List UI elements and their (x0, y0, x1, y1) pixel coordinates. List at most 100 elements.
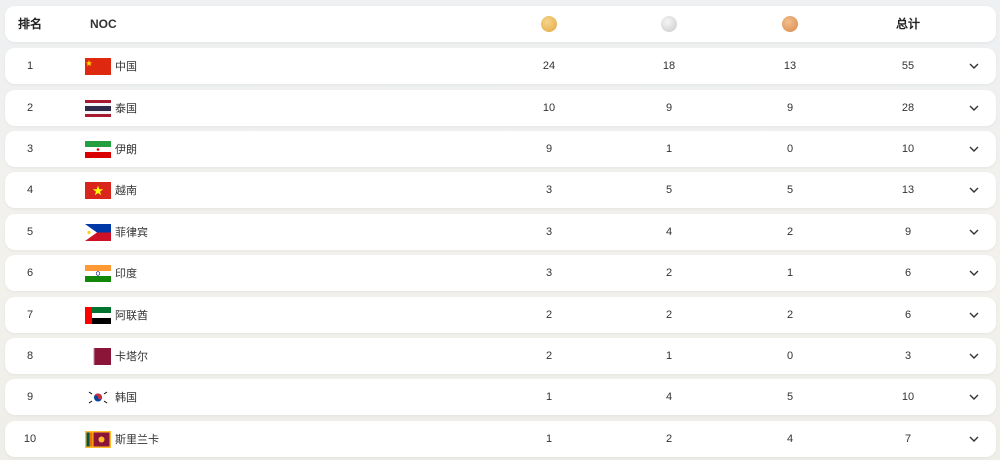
noc: 印度 (85, 255, 137, 291)
rank: 6 (26, 267, 34, 279)
total-count: 6 (904, 309, 912, 321)
bronze-count: 0 (786, 143, 794, 155)
gold-medal-icon (541, 16, 557, 32)
noc: 阿联酋 (85, 297, 148, 333)
total-count: 7 (904, 433, 912, 445)
gold-count: 3 (545, 184, 553, 196)
flag-korea-icon (85, 388, 111, 406)
silver-count: 2 (665, 309, 673, 321)
table-row[interactable]: 10 斯里兰卡 1 2 4 7 (5, 421, 996, 457)
bronze-count: 0 (786, 350, 794, 362)
silver-count: 9 (665, 102, 673, 114)
total-count: 6 (904, 267, 912, 279)
flag-philippines-icon (85, 223, 111, 241)
rank: 4 (26, 184, 34, 196)
chevron-down-icon[interactable] (967, 266, 981, 280)
gold-count: 3 (545, 267, 553, 279)
rank: 2 (26, 102, 34, 114)
bronze-count: 2 (786, 226, 794, 238)
flag-vietnam-icon (85, 181, 111, 199)
table-row[interactable]: 7 阿联酋 2 2 2 6 (5, 297, 996, 333)
chevron-down-icon[interactable] (967, 183, 981, 197)
rank: 9 (26, 391, 34, 403)
gold-count: 3 (545, 226, 553, 238)
rank: 5 (26, 226, 34, 238)
silver-count: 4 (665, 391, 673, 403)
chevron-down-icon[interactable] (967, 142, 981, 156)
bronze-count: 2 (786, 309, 794, 321)
header-noc: NOC (90, 17, 117, 31)
country-name: 韩国 (115, 392, 137, 404)
gold-count: 10 (542, 102, 556, 114)
silver-medal-icon (661, 16, 677, 32)
total-count: 3 (904, 350, 912, 362)
chevron-down-icon[interactable] (967, 349, 981, 363)
country-name: 越南 (115, 185, 137, 197)
country-name: 卡塔尔 (115, 351, 148, 363)
country-name: 伊朗 (115, 144, 137, 156)
gold-count: 1 (545, 433, 553, 445)
silver-count: 5 (665, 184, 673, 196)
bronze-count: 5 (786, 391, 794, 403)
chevron-down-icon[interactable] (967, 101, 981, 115)
table-row[interactable]: 5 菲律宾 3 4 2 9 (5, 214, 996, 250)
country-name: 菲律宾 (115, 227, 148, 239)
table-header: 排名 NOC 总计 (5, 6, 996, 42)
table-row[interactable]: 1 中国 24 18 13 55 (5, 48, 996, 84)
noc: 泰国 (85, 90, 137, 126)
table-row[interactable]: 9 韩国 1 4 5 10 (5, 379, 996, 415)
flag-iran-icon (85, 140, 111, 158)
gold-count: 2 (545, 309, 553, 321)
noc: 越南 (85, 172, 137, 208)
silver-count: 2 (665, 433, 673, 445)
header-total: 总计 (895, 17, 921, 31)
flag-qatar-icon (85, 347, 111, 365)
chevron-down-icon[interactable] (967, 225, 981, 239)
flag-uae-icon (85, 306, 111, 324)
total-count: 28 (901, 102, 915, 114)
noc: 伊朗 (85, 131, 137, 167)
rank: 3 (26, 143, 34, 155)
total-count: 9 (904, 226, 912, 238)
header-rank: 排名 (17, 17, 43, 31)
flag-india-icon (85, 264, 111, 282)
chevron-down-icon[interactable] (967, 432, 981, 446)
country-name: 中国 (115, 61, 137, 73)
country-name: 斯里兰卡 (115, 434, 159, 446)
noc: 中国 (85, 48, 137, 84)
rank: 7 (26, 309, 34, 321)
country-name: 印度 (115, 268, 137, 280)
bronze-count: 9 (786, 102, 794, 114)
total-count: 55 (901, 60, 915, 72)
bronze-count: 1 (786, 267, 794, 279)
chevron-down-icon[interactable] (967, 390, 981, 404)
silver-count: 4 (665, 226, 673, 238)
silver-count: 18 (662, 60, 676, 72)
gold-count: 24 (542, 60, 556, 72)
flag-thailand-icon (85, 99, 111, 117)
noc: 卡塔尔 (85, 338, 148, 374)
noc: 斯里兰卡 (85, 421, 159, 457)
gold-count: 2 (545, 350, 553, 362)
bronze-medal-icon (782, 16, 798, 32)
chevron-down-icon[interactable] (967, 308, 981, 322)
noc: 菲律宾 (85, 214, 148, 250)
table-row[interactable]: 6 印度 3 2 1 6 (5, 255, 996, 291)
rank: 1 (26, 60, 34, 72)
table-row[interactable]: 2 泰国 10 9 9 28 (5, 90, 996, 126)
country-name: 阿联酋 (115, 310, 148, 322)
silver-count: 1 (665, 143, 673, 155)
chevron-down-icon[interactable] (967, 59, 981, 73)
bronze-count: 4 (786, 433, 794, 445)
gold-count: 1 (545, 391, 553, 403)
table-row[interactable]: 8 卡塔尔 2 1 0 3 (5, 338, 996, 374)
table-row[interactable]: 3 伊朗 9 1 0 10 (5, 131, 996, 167)
gold-count: 9 (545, 143, 553, 155)
bronze-count: 5 (786, 184, 794, 196)
table-row[interactable]: 4 越南 3 5 5 13 (5, 172, 996, 208)
silver-count: 2 (665, 267, 673, 279)
noc: 韩国 (85, 379, 137, 415)
total-count: 13 (901, 184, 915, 196)
country-name: 泰国 (115, 103, 137, 115)
total-count: 10 (901, 391, 915, 403)
